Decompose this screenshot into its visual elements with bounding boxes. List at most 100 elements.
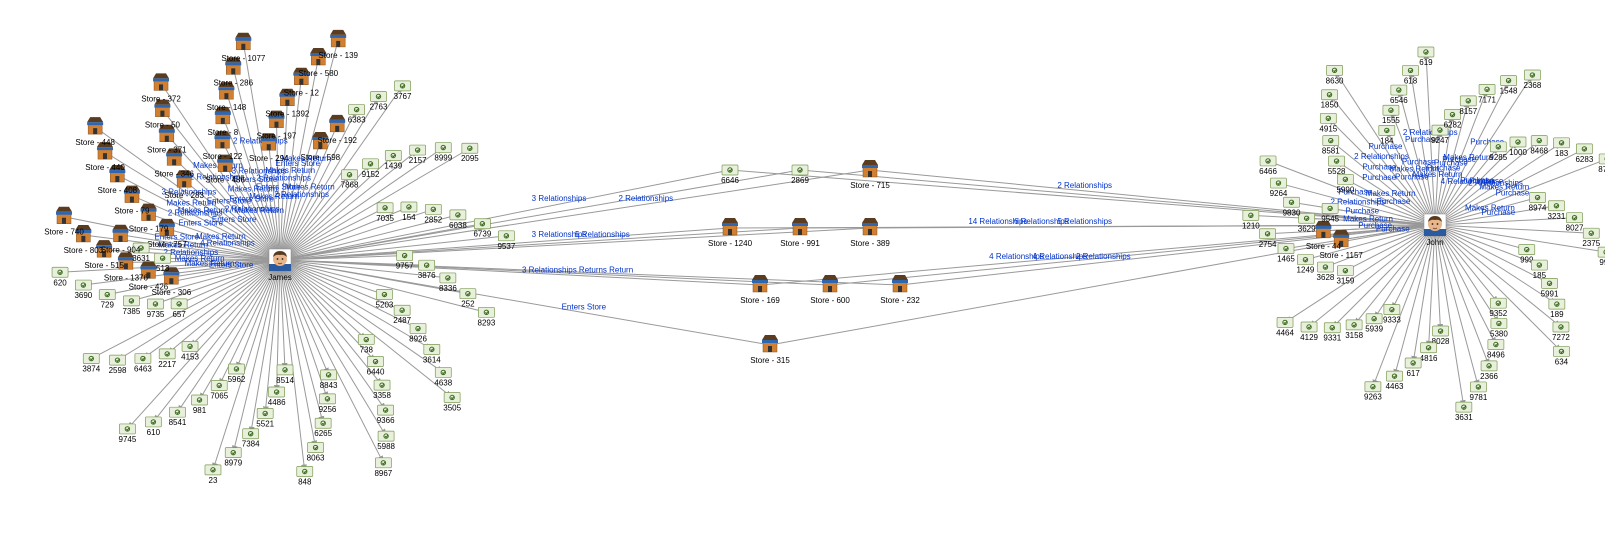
ticket-node[interactable]: 9830 — [1283, 197, 1301, 217]
hub-left[interactable]: James — [268, 249, 292, 282]
ticket-node[interactable]: 154 — [401, 202, 417, 222]
ticket-node[interactable]: 3767 — [394, 81, 412, 101]
store-node[interactable]: Store - 740 — [44, 207, 84, 237]
ticket-node[interactable]: 2157 — [409, 145, 427, 165]
ticket-node[interactable]: 8027 — [1566, 213, 1584, 233]
ticket-node[interactable]: 2095 — [461, 143, 479, 163]
store-node[interactable]: Store - 139 — [318, 30, 358, 60]
ticket-node[interactable]: 1249 — [1297, 255, 1315, 275]
store-node[interactable]: Store - 372 — [141, 73, 181, 103]
ticket-node[interactable]: 6440 — [367, 357, 385, 377]
ticket-node[interactable]: 9545 — [1321, 203, 1339, 223]
ticket-node[interactable]: 610 — [145, 417, 161, 437]
ticket-node[interactable]: 7384 — [242, 429, 260, 449]
ticket-node[interactable]: 1555 — [1382, 105, 1400, 125]
ticket-node[interactable]: 4153 — [181, 341, 199, 361]
ticket-node[interactable]: 7868 — [341, 170, 359, 190]
ticket-node[interactable]: 4915 — [1319, 113, 1337, 133]
ticket-node[interactable]: 3874 — [82, 354, 100, 374]
ticket-node[interactable]: 3629 — [1298, 213, 1316, 233]
ticket-node[interactable]: 8581 — [1322, 136, 1340, 156]
ticket-node[interactable]: 9331 — [1323, 323, 1341, 343]
ticket-node[interactable]: 6038 — [449, 210, 467, 230]
ticket-node[interactable]: 6463 — [134, 354, 152, 374]
ticket-node[interactable]: 8967 — [374, 458, 392, 478]
ticket-node[interactable]: 9152 — [362, 159, 380, 179]
ticket-node[interactable]: 8293 — [478, 307, 496, 327]
ticket-node[interactable]: 8468 — [1530, 136, 1548, 156]
ticket-node[interactable]: 2598 — [109, 355, 127, 375]
ticket-node[interactable]: 6546 — [1390, 85, 1408, 105]
ticket-node[interactable]: 5990 — [1336, 174, 1354, 194]
ticket-node[interactable]: 2763 — [370, 91, 388, 111]
ticket-node[interactable]: 4638 — [434, 367, 452, 387]
ticket-node[interactable]: 3159 — [1336, 266, 1354, 286]
ticket-node[interactable]: 9735 — [147, 299, 165, 319]
ticket-node[interactable]: 8514 — [276, 365, 294, 385]
ticket-node[interactable]: 2852 — [424, 204, 442, 224]
ticket-node[interactable]: 4816 — [1420, 343, 1438, 363]
ticket-node[interactable]: 2754 — [1259, 229, 1277, 249]
ticket-node[interactable]: 7065 — [210, 380, 228, 400]
ticket-node[interactable]: 1000 — [1509, 137, 1527, 157]
ticket-node[interactable]: 9264 — [1270, 178, 1288, 198]
store-node[interactable]: Store - 515 — [84, 240, 124, 270]
store-node[interactable]: Store - 448 — [75, 117, 115, 147]
ticket-node[interactable]: 185 — [1531, 260, 1547, 280]
ticket-node[interactable]: 9781 — [1469, 382, 1487, 402]
ticket-node[interactable]: 8336 — [439, 273, 457, 293]
ticket-node[interactable]: 6383 — [348, 105, 366, 125]
ticket-node[interactable]: 618 — [1403, 65, 1419, 85]
ticket-node[interactable]: 7035 — [376, 203, 394, 223]
ticket-node[interactable]: 8157 — [1459, 96, 1477, 116]
ticket-node[interactable]: 23 — [205, 465, 221, 485]
ticket-node[interactable]: 3628 — [1317, 262, 1335, 282]
ticket-node[interactable]: 4464 — [1276, 317, 1294, 337]
ticket-node[interactable]: 252 — [460, 289, 476, 309]
ticket-node[interactable]: 189 — [1549, 299, 1565, 319]
store-node[interactable]: Store - 389 — [850, 218, 890, 248]
ticket-node[interactable]: 5939 — [1365, 314, 1383, 334]
ticket-node[interactable]: 9285 — [1489, 142, 1507, 162]
ticket-node[interactable]: 3358 — [373, 380, 391, 400]
ticket-node[interactable]: 8926 — [409, 324, 427, 344]
ticket-node[interactable]: 9366 — [377, 405, 395, 425]
ticket-node[interactable]: 6265 — [314, 418, 332, 438]
ticket-node[interactable]: 5962 — [228, 364, 246, 384]
ticket-node[interactable]: 6739 — [473, 219, 491, 239]
ticket-node[interactable]: 1439 — [384, 151, 402, 171]
ticket-node[interactable]: 2217 — [158, 349, 176, 369]
ticket-node[interactable]: 184 — [1379, 125, 1395, 145]
ticket-node[interactable]: 8733 — [1598, 154, 1605, 174]
ticket-node[interactable]: 4129 — [1300, 322, 1318, 342]
ticket-node[interactable]: 7385 — [123, 296, 141, 316]
ticket-node[interactable]: 2368 — [1523, 70, 1541, 90]
ticket-node[interactable]: 617 — [1405, 358, 1421, 378]
ticket-node[interactable]: 6283 — [1575, 144, 1593, 164]
ticket-node[interactable]: 8063 — [307, 443, 325, 463]
store-node[interactable]: Store - 1077 — [221, 33, 266, 63]
hub-right[interactable]: John — [1424, 214, 1446, 247]
ticket-node[interactable]: 2487 — [393, 305, 411, 325]
ticket-node[interactable]: 848 — [297, 466, 313, 486]
store-node[interactable]: Store - 315 — [750, 335, 790, 365]
ticket-node[interactable]: 8496 — [1487, 339, 1505, 359]
ticket-node[interactable]: 5988 — [377, 431, 395, 451]
ticket-node[interactable]: 619 — [1418, 47, 1434, 67]
ticket-node[interactable]: 1210 — [1242, 210, 1260, 230]
ticket-node[interactable]: 738 — [358, 335, 374, 355]
ticket-node[interactable]: 2869 — [791, 165, 809, 185]
ticket-node[interactable]: 9333 — [1383, 305, 1401, 325]
ticket-node[interactable]: 5380 — [1490, 318, 1508, 338]
ticket-node[interactable]: 998 — [1598, 247, 1605, 267]
ticket-node[interactable]: 3231 — [1548, 201, 1566, 221]
ticket-node[interactable]: 2366 — [1480, 361, 1498, 381]
ticket-node[interactable]: 3876 — [418, 260, 436, 280]
ticket-node[interactable]: 5521 — [256, 408, 274, 428]
ticket-node[interactable]: 513 — [155, 253, 171, 273]
ticket-node[interactable]: 5528 — [1328, 156, 1346, 176]
ticket-node[interactable]: 8630 — [1326, 65, 1344, 85]
ticket-node[interactable]: 4486 — [268, 387, 286, 407]
ticket-node[interactable]: 9757 — [396, 251, 414, 271]
ticket-node[interactable]: 1548 — [1500, 76, 1518, 96]
